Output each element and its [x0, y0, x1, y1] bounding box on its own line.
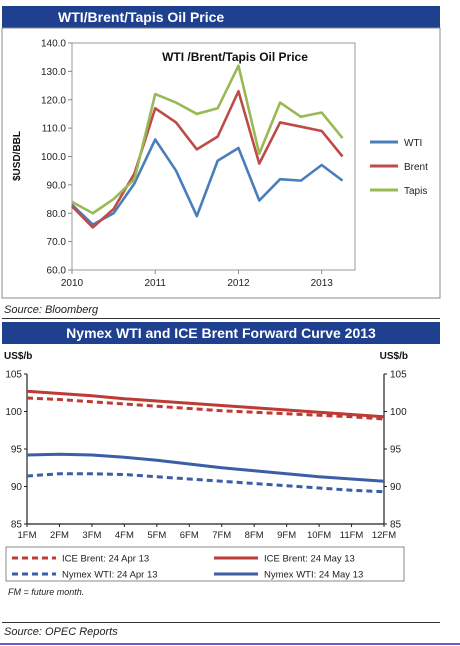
legend-label-1: ICE Brent: 24 Apr 13: [62, 554, 149, 565]
x-tick-label: 5FM: [147, 530, 166, 541]
chart1-title: WTI /Brent/Tapis Oil Price: [162, 50, 308, 64]
y-tick-label-right: 100: [390, 407, 407, 418]
divider-line: [2, 318, 440, 319]
chart1-banner-title: WTI/Brent/Tapis Oil Price: [2, 6, 440, 28]
x-tick-label: 1FM: [18, 530, 37, 541]
x-tick-label: 2011: [144, 278, 166, 289]
x-tick-label: 11FM: [340, 530, 364, 541]
x-tick-label: 9FM: [277, 530, 296, 541]
y-tick-label-right: 90: [390, 482, 402, 493]
y-tick-label-right: 95: [390, 445, 402, 456]
y-axis-unit-left: US$/b: [4, 351, 32, 362]
oil-price-chart: 60.0 70.0 80.0 90.0 100.0 110.0 120.0 130.0 140.…: [1, 27, 441, 299]
series-line-wti: [71, 138, 344, 226]
legend-label-brent: Brent: [404, 162, 428, 173]
series-line-2: [26, 389, 385, 419]
y-tick-label: 130.0: [41, 67, 66, 78]
series-line-brent: [71, 89, 344, 229]
x-tick-label: 12FM: [372, 530, 396, 541]
y-axis-unit-right: US$/b: [380, 351, 408, 362]
series-line-4: [26, 452, 385, 483]
y-tick-label: 120.0: [41, 95, 66, 106]
divider-line-bottom: [2, 622, 440, 623]
y-tick-label: 70.0: [47, 237, 67, 248]
legend-label-4: Nymex WTI: 24 May 13: [264, 570, 363, 581]
y-tick-label: 105: [5, 370, 22, 381]
x-tick-label: 3FM: [82, 530, 101, 541]
x-tick-label: 2012: [227, 278, 250, 289]
y-tick-label: 100.0: [41, 152, 66, 163]
page-bottom-rule: [0, 643, 460, 645]
x-tick-label: 2FM: [50, 530, 69, 541]
x-tick-label: 2013: [311, 278, 334, 289]
y-tick-label-right: 105: [390, 370, 407, 381]
x-tick-label: 10FM: [307, 530, 331, 541]
legend-label-3: Nymex WTI: 24 Apr 13: [62, 570, 158, 581]
y-axis-label: $USD/BBL: [12, 131, 23, 181]
chart2-banner-title: Nymex WTI and ICE Brent Forward Curve 20…: [2, 322, 440, 344]
y-tick-label: 60.0: [47, 266, 67, 277]
x-tick-label: 8FM: [245, 530, 264, 541]
x-tick-label: 4FM: [115, 530, 134, 541]
legend-label-2: ICE Brent: 24 May 13: [264, 554, 355, 565]
y-tick-label: 95: [11, 445, 23, 456]
y-tick-label: 80.0: [47, 209, 67, 220]
series-line-tapis: [71, 64, 344, 215]
y-tick-label: 90: [11, 482, 23, 493]
legend-label-wti: WTI: [404, 138, 422, 149]
x-tick-label: 2010: [61, 278, 84, 289]
legend-box: [5, 546, 405, 582]
footnote: FM = future month.: [8, 587, 84, 597]
chart2-source: Source: OPEC Reports: [4, 626, 118, 638]
legend-label-tapis: Tapis: [404, 186, 427, 197]
y-tick-label: 110.0: [42, 124, 67, 135]
y-tick-label-right: 85: [390, 520, 402, 531]
y-tick-label: 140.0: [41, 39, 66, 50]
x-tick-label: 7FM: [212, 530, 231, 541]
y-tick-label: 90.0: [47, 180, 67, 191]
forward-curve-chart: US$/b US$/b 85 85 90 90 95 95 100 100 105 105 1FM 2FM…: [2, 344, 440, 604]
chart1-frame: [1, 27, 441, 299]
chart1-source: Source: Bloomberg: [4, 304, 99, 316]
y-tick-label: 85: [11, 520, 23, 531]
y-tick-label: 100: [5, 407, 22, 418]
x-tick-label: 6FM: [180, 530, 199, 541]
